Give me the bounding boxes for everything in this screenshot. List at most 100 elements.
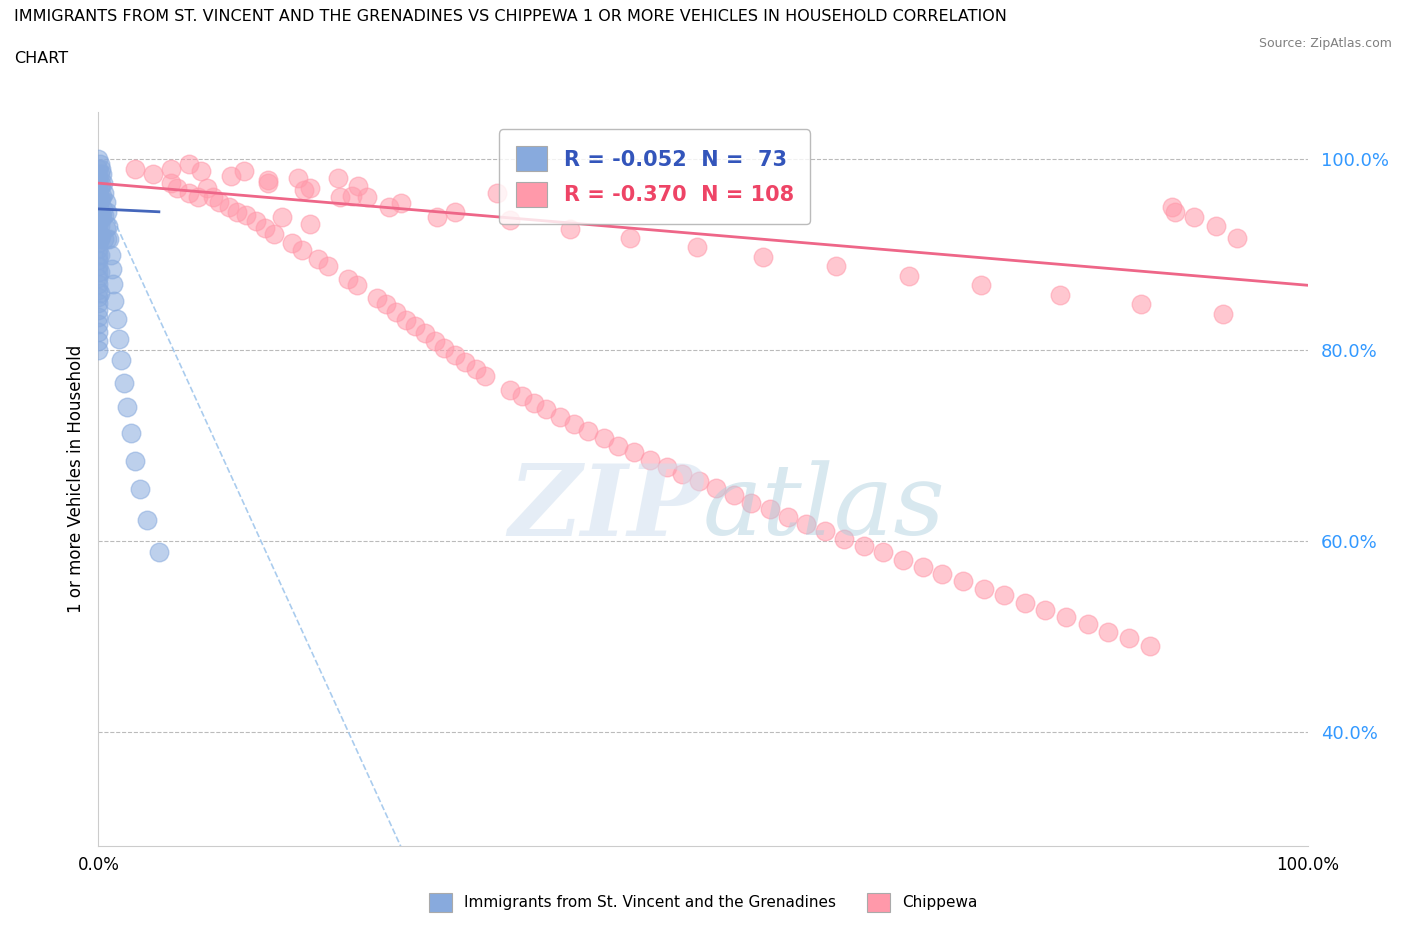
Point — [592, 431, 614, 445]
Point — [94, 220, 117, 235]
Point — [101, 277, 124, 292]
Point — [346, 278, 368, 293]
Point — [1163, 205, 1185, 219]
Point — [124, 454, 146, 469]
Point — [912, 559, 935, 574]
Point — [87, 176, 110, 191]
Point — [179, 185, 201, 200]
Point — [271, 209, 294, 224]
Text: IMMIGRANTS FROM ST. VINCENT AND THE GRENADINES VS CHIPPEWA 1 OR MORE VEHICLES IN: IMMIGRANTS FROM ST. VINCENT AND THE GREN… — [14, 9, 1007, 24]
Point — [90, 209, 112, 224]
Point — [94, 194, 117, 209]
Point — [1129, 297, 1152, 312]
Point — [90, 162, 112, 177]
Point — [464, 362, 486, 377]
Point — [100, 261, 122, 276]
Point — [87, 202, 110, 217]
Point — [336, 272, 359, 286]
Point — [534, 402, 557, 417]
Point — [142, 166, 165, 181]
Point — [413, 326, 436, 340]
Point — [89, 205, 111, 219]
Point — [292, 182, 315, 197]
Point — [87, 302, 110, 317]
Point — [1161, 200, 1184, 215]
Point — [90, 177, 112, 192]
Point — [87, 333, 110, 348]
Point — [89, 192, 111, 206]
Point — [100, 247, 122, 262]
Point — [87, 219, 110, 233]
Point — [375, 297, 398, 312]
Point — [550, 409, 572, 424]
Point — [385, 304, 408, 319]
Point — [87, 162, 110, 177]
Point — [404, 319, 426, 334]
Point — [87, 271, 110, 286]
Point — [562, 416, 585, 431]
Point — [87, 264, 110, 279]
Point — [1212, 307, 1234, 322]
Point — [486, 185, 509, 200]
Point — [970, 278, 993, 293]
Point — [90, 228, 112, 243]
Point — [474, 368, 496, 383]
Point — [87, 207, 110, 222]
Point — [619, 230, 641, 245]
Point — [202, 190, 225, 205]
Point — [256, 173, 278, 188]
Point — [235, 207, 257, 222]
Point — [245, 214, 267, 229]
Point — [1054, 610, 1077, 625]
Point — [93, 207, 115, 222]
Point — [91, 202, 114, 217]
Point — [872, 545, 894, 560]
Point — [135, 512, 157, 527]
Point — [254, 220, 277, 235]
Point — [87, 317, 110, 332]
Point — [89, 232, 111, 246]
Point — [973, 581, 995, 596]
Point — [91, 188, 114, 203]
Point — [1076, 617, 1098, 631]
Point — [825, 259, 848, 273]
Text: Source: ZipAtlas.com: Source: ZipAtlas.com — [1258, 37, 1392, 50]
Point — [281, 236, 304, 251]
Point — [308, 252, 330, 267]
Point — [342, 188, 364, 203]
Point — [623, 445, 645, 459]
Point — [89, 247, 111, 262]
Y-axis label: 1 or more Vehicles in Household: 1 or more Vehicles in Household — [66, 345, 84, 613]
Point — [87, 289, 110, 304]
Point — [897, 268, 920, 283]
Point — [89, 180, 111, 195]
Point — [1226, 230, 1249, 245]
Point — [105, 312, 128, 326]
Point — [160, 176, 183, 191]
Point — [89, 219, 111, 233]
Point — [740, 496, 762, 511]
Point — [1139, 639, 1161, 654]
Point — [232, 164, 254, 179]
Point — [1118, 631, 1140, 645]
Point — [87, 194, 110, 209]
Point — [87, 182, 110, 197]
Point — [96, 205, 118, 219]
Point — [558, 221, 581, 236]
Point — [891, 552, 914, 567]
Point — [814, 524, 837, 538]
Point — [87, 325, 110, 339]
Point — [686, 240, 709, 255]
Point — [329, 190, 352, 205]
Point — [87, 224, 110, 239]
Text: CHART: CHART — [14, 51, 67, 66]
Point — [510, 389, 533, 404]
Point — [299, 217, 322, 232]
Point — [179, 156, 201, 171]
Point — [671, 467, 693, 482]
Point — [226, 205, 249, 219]
Point — [366, 290, 388, 305]
Point — [752, 249, 775, 264]
Point — [794, 516, 817, 531]
Point — [87, 310, 110, 325]
